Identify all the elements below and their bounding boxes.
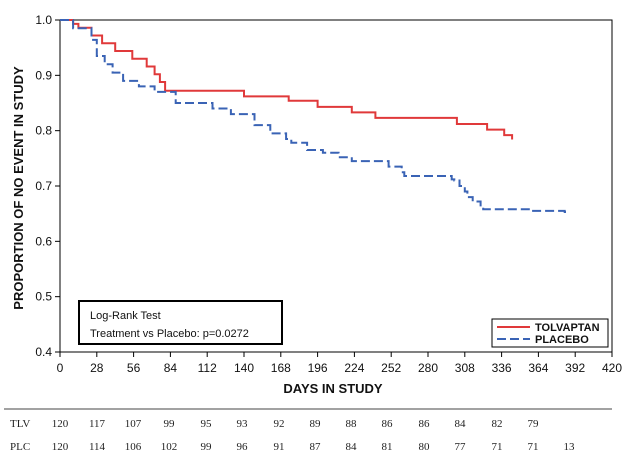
x-tick-label: 140 — [234, 361, 254, 375]
x-tick-label: 112 — [198, 361, 217, 375]
risk-cell: 117 — [89, 418, 106, 430]
x-tick-label: 364 — [528, 361, 548, 375]
series-layer — [60, 19, 569, 214]
risk-cell: 88 — [346, 418, 358, 430]
y-tick-label: 0.7 — [35, 179, 52, 193]
risk-cell: 89 — [310, 418, 322, 430]
x-tick-label: 336 — [492, 361, 512, 375]
risk-cell: 106 — [125, 441, 142, 453]
y-tick-label: 0.8 — [35, 124, 52, 138]
y-tick-label: 0.6 — [35, 234, 52, 248]
risk-cell: 91 — [274, 441, 285, 453]
risk-cell: 71 — [528, 441, 539, 453]
risk-row-label: TLV — [10, 418, 30, 430]
risk-cell: 95 — [201, 418, 213, 430]
risk-table: TLV 120 117 107 99 95 93 92 89 88 86 86 84 82 79 PLC 120… — [10, 418, 575, 453]
x-tick-label: 168 — [271, 361, 291, 375]
risk-cell: 80 — [419, 441, 431, 453]
x-tick-label: 84 — [164, 361, 178, 375]
risk-cell: 120 — [52, 441, 69, 453]
y-tick-label: 0.5 — [35, 290, 52, 304]
risk-cell: 96 — [237, 441, 249, 453]
stat-annotation-box — [78, 300, 283, 345]
risk-cell: 81 — [382, 441, 393, 453]
risk-cell: 107 — [125, 418, 142, 430]
risk-cell: 93 — [237, 418, 249, 430]
y-tick-label: 1.0 — [35, 13, 52, 27]
risk-cell: 99 — [164, 418, 176, 430]
y-tick-label: 0.9 — [35, 68, 52, 82]
risk-row-label: PLC — [10, 441, 30, 453]
stat-annotation-title: Log-Rank Test — [90, 310, 161, 322]
risk-cell: 84 — [346, 441, 358, 453]
x-tick-label: 308 — [455, 361, 475, 375]
y-axis: 0.4 0.5 0.6 0.7 0.8 0.9 1.0 — [35, 13, 60, 359]
x-tick-label: 280 — [418, 361, 438, 375]
y-axis-title: PROPORTION OF NO EVENT IN STUDY — [11, 66, 26, 310]
x-tick-label: 420 — [602, 361, 622, 375]
x-tick-label: 0 — [57, 361, 64, 375]
legend: TOLVAPTAN PLACEBO — [491, 318, 609, 348]
series-line-placebo — [60, 19, 569, 214]
risk-cell: 82 — [492, 418, 503, 430]
y-tick-label: 0.4 — [35, 345, 52, 359]
x-tick-label: 252 — [381, 361, 401, 375]
x-tick-label: 28 — [90, 361, 104, 375]
risk-cell: 86 — [419, 418, 431, 430]
x-tick-label: 196 — [308, 361, 328, 375]
risk-cell: 71 — [492, 441, 503, 453]
risk-cell: 114 — [89, 441, 106, 453]
legend-box — [491, 318, 609, 348]
risk-cell: 84 — [455, 418, 467, 430]
risk-cell: 79 — [528, 418, 540, 430]
risk-cell: 92 — [274, 418, 285, 430]
risk-cell: 99 — [201, 441, 213, 453]
stat-annotation-text: Treatment vs Placebo: p=0.0272 — [90, 328, 249, 340]
x-tick-label: 224 — [344, 361, 364, 375]
x-tick-label: 392 — [565, 361, 585, 375]
risk-cell: 120 — [52, 418, 69, 430]
risk-cell: 77 — [455, 441, 467, 453]
x-tick-label: 56 — [127, 361, 141, 375]
stat-annotation: Log-Rank Test Treatment vs Placebo: p=0.… — [78, 300, 283, 345]
legend-label-tolvaptan: TOLVAPTAN — [535, 322, 600, 334]
risk-cell: 86 — [382, 418, 394, 430]
series-line-tolvaptan — [60, 19, 514, 140]
risk-cell: 102 — [161, 441, 178, 453]
legend-label-placebo: PLACEBO — [535, 334, 589, 346]
x-axis: 0 28 56 84 112 140 168 196 224 252 280 308 336 364 392… — [57, 352, 622, 375]
x-axis-title: DAYS IN STUDY — [283, 381, 383, 396]
risk-cell: 13 — [564, 441, 576, 453]
risk-cell: 87 — [310, 441, 322, 453]
